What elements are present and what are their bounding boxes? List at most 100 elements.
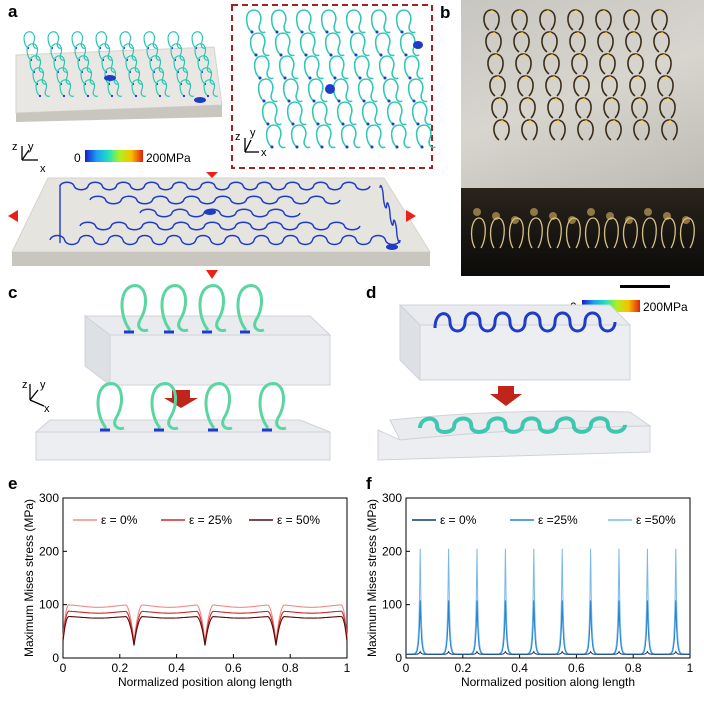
photo-highlight — [632, 32, 636, 36]
photo-bokeh — [530, 208, 538, 216]
inset-coil — [415, 124, 436, 149]
small-coil-anchor — [38, 94, 42, 98]
transition-arrow-c — [164, 390, 198, 408]
colorbar-min: 0 — [74, 151, 81, 165]
small-coil — [80, 67, 96, 85]
serpentine-col — [379, 184, 401, 244]
inset-coil-anchor — [300, 30, 304, 34]
photo-coil — [595, 9, 612, 31]
small-coil-anchor — [62, 94, 66, 98]
plot-frame — [405, 497, 691, 659]
axis-x: x — [40, 163, 46, 175]
small-coil — [107, 79, 123, 97]
small-coil — [35, 79, 51, 97]
photo-coil-side — [470, 217, 486, 249]
inset-coil — [257, 78, 278, 103]
photo-coil — [601, 75, 618, 97]
inset-coil-anchor — [254, 53, 258, 57]
x-tick-label: 0 — [60, 661, 67, 675]
photo-highlight — [522, 54, 526, 58]
small-coil — [146, 43, 162, 61]
scale-bar — [620, 285, 670, 288]
serpentine-row — [59, 181, 371, 191]
photo-coil — [577, 119, 594, 141]
panel-c-illustration: z y x — [22, 284, 332, 461]
photo-highlight — [500, 120, 504, 124]
inset-coil — [411, 101, 432, 126]
small-coil — [203, 79, 219, 97]
photo-coil — [661, 119, 678, 141]
series-line — [406, 600, 690, 655]
inset-axis-y: y — [250, 127, 256, 139]
inset-coil — [378, 55, 399, 80]
axis-triad — [21, 146, 38, 161]
panel-label-c: c — [8, 283, 18, 302]
stretch-arrow-top — [206, 172, 218, 178]
y-tick-label: 300 — [39, 491, 59, 505]
photo-coil — [487, 53, 504, 75]
photo-coil-side — [641, 217, 657, 249]
photo-coil — [513, 31, 530, 53]
inset-coil — [403, 55, 424, 80]
inset-coil — [407, 78, 428, 103]
photo-highlight — [548, 32, 552, 36]
photo-bokeh — [492, 212, 500, 220]
inset-coil-anchor — [362, 99, 366, 103]
photo-bokeh — [587, 208, 595, 216]
d-bot-serpentine — [418, 416, 627, 434]
photo-coil — [515, 53, 532, 75]
photo-coil — [483, 9, 500, 31]
stretch-arrow-right — [406, 210, 416, 222]
panel-label-b: b — [440, 3, 451, 22]
inset-coil-anchor — [350, 30, 354, 34]
inset-coil — [324, 32, 345, 57]
small-coil — [26, 43, 42, 61]
small-coil — [131, 79, 147, 97]
serpentine-row — [139, 208, 301, 218]
inset-coil-anchor — [379, 53, 383, 57]
photo-highlight — [494, 54, 498, 58]
transition-arrow-d — [490, 386, 522, 406]
small-coil — [155, 79, 171, 97]
photo-bokeh — [682, 216, 690, 224]
inset-coil-anchor — [345, 145, 349, 149]
photo-coil-side — [660, 217, 676, 249]
photo-highlight — [490, 10, 494, 14]
inset-coil-anchor — [366, 122, 370, 126]
x-tick-label: 0.6 — [225, 661, 242, 675]
inset-coil — [261, 101, 282, 126]
small-coil — [170, 43, 186, 61]
inset-coil-anchor — [291, 122, 295, 126]
photo-coil — [575, 97, 592, 119]
inset-coil-anchor — [337, 99, 341, 103]
inset-coil-anchor — [375, 30, 379, 34]
large-marker-2 — [386, 244, 398, 250]
y-tick-label: 200 — [382, 544, 402, 558]
photo-highlight — [492, 32, 496, 36]
legend-label: ε =25% — [538, 513, 578, 527]
chart-e: 0 0.2 0.4 0.6 0.8 1 0 100 200 300 Normalized posit… — [22, 491, 351, 689]
photo-coil — [599, 53, 616, 75]
x-tick-label: 0.2 — [454, 661, 471, 675]
panel-d-illustration: 0 200MPa — [377, 300, 688, 461]
photo-coil-side — [527, 217, 543, 249]
photo-highlight — [528, 120, 532, 124]
d-top-serpentine — [433, 311, 617, 333]
photo-bottom — [461, 188, 704, 276]
inset-coil — [370, 9, 391, 34]
photo-highlight — [658, 10, 662, 14]
plot-frame — [62, 497, 348, 659]
inset-marker-2 — [413, 41, 423, 49]
c-top-coil — [198, 284, 227, 332]
small-coil-anchor — [206, 94, 210, 98]
inset-coil — [328, 55, 349, 80]
photo-highlight — [546, 10, 550, 14]
inset-coil — [286, 101, 307, 126]
inset-coil — [361, 101, 382, 126]
inset-coil-anchor — [370, 145, 374, 149]
photo-coil — [603, 97, 620, 119]
inset-coil-anchor — [308, 76, 312, 80]
x-tick-label: 1 — [687, 661, 694, 675]
inset-coil — [336, 101, 357, 126]
inset-axis-z: z — [235, 131, 241, 143]
